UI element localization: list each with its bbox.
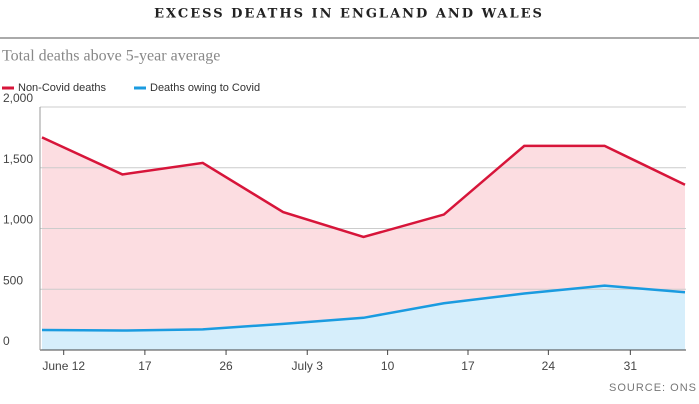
source: SOURCE: ONS (609, 382, 697, 394)
series-line (41, 136, 686, 239)
y-tick-label: 2,000 (3, 91, 33, 105)
x-tick-label: 26 (219, 359, 233, 373)
legend-label: Deaths owing to Covid (150, 82, 260, 94)
y-tick-label: 0 (3, 334, 10, 348)
x-tick-label: 24 (542, 359, 556, 373)
x-tick-label: 17 (138, 359, 152, 373)
x-tick-label: 17 (461, 359, 475, 373)
x-tick-label: June 12 (42, 359, 85, 373)
x-tick-label: 31 (624, 359, 638, 373)
chart-title: EXCESS DEATHS IN ENGLAND AND WALES (154, 7, 544, 22)
y-tick-label: 1,000 (3, 213, 33, 227)
subtitle: Total deaths above 5-year average (2, 48, 220, 65)
series-line (41, 284, 686, 332)
legend-label: Non-Covid deaths (18, 82, 107, 94)
x-tick-label: July 3 (292, 359, 324, 373)
y-tick-label: 500 (3, 273, 23, 287)
x-tick-label: 10 (381, 359, 395, 373)
y-tick-label: 1,500 (3, 152, 33, 166)
